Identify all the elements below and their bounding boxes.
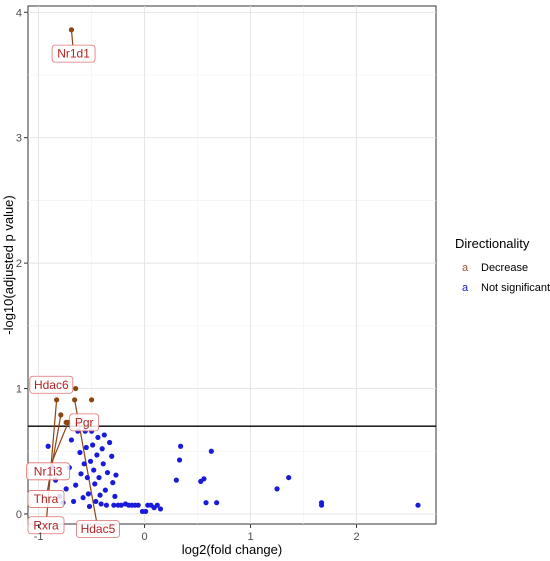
legend-label-0: Decrease — [481, 262, 528, 274]
y-tick-label-3: 3 — [16, 133, 22, 145]
point-not-significant-11 — [77, 449, 83, 456]
point-not-significant-29 — [97, 492, 103, 498]
point-not-significant-19 — [86, 503, 93, 510]
label-box-pgr — [69, 413, 100, 432]
point-not-significant-57 — [173, 477, 179, 483]
point-not-significant-61 — [201, 476, 207, 482]
x-tick-label-0: -1 — [34, 531, 44, 543]
plot-background — [27, 5, 437, 525]
point-not-significant-20 — [87, 458, 94, 464]
leader-line-nr1i3 — [51, 422, 69, 464]
point-not-significant-64 — [214, 500, 220, 506]
y-axis-ticks: 0 1 2 3 4 — [16, 7, 28, 521]
point-not-significant-37 — [107, 439, 113, 446]
point-decrease-7 — [58, 412, 64, 418]
point-not-significant-16 — [83, 444, 89, 451]
gene-labels: Nr1d1 Hdac6 Hdac5 Rxra Pgr Nr1i3 Thra — [26, 44, 120, 538]
legend-key-box-0 — [456, 258, 474, 275]
label-box-nr1i3 — [26, 462, 71, 481]
point-decrease-4 — [54, 397, 60, 403]
point-not-significant-55 — [154, 502, 160, 508]
point-not-significant-62 — [203, 500, 209, 506]
label-box-hdac5 — [76, 520, 120, 538]
point-not-significant-39 — [110, 480, 116, 486]
point-decrease-1 — [73, 385, 79, 392]
point-not-significant-23 — [91, 467, 97, 473]
point-not-significant-68 — [318, 500, 325, 506]
y-tick-label-0: 0 — [16, 509, 22, 521]
point-not-significant-69 — [415, 502, 421, 508]
gene-label-rxra: Rxra — [33, 518, 59, 532]
legend-title: Directionality — [455, 236, 530, 251]
point-not-significant-18 — [85, 491, 92, 497]
point-not-significant-40 — [111, 502, 117, 508]
y-tick-label-4: 4 — [16, 7, 22, 19]
gene-label-nr1i3: Nr1i3 — [34, 464, 63, 478]
point-not-significant-56 — [157, 506, 164, 512]
gene-label-nr1d1: Nr1d1 — [57, 47, 90, 61]
point-not-significant-24 — [92, 481, 98, 487]
point-not-significant-12 — [78, 471, 84, 477]
grid-lines — [28, 6, 436, 524]
data-points — [45, 27, 421, 515]
point-not-significant-5 — [63, 486, 69, 492]
label-box-hdac6 — [29, 375, 74, 394]
x-tick-label-2: 1 — [247, 531, 253, 543]
point-not-significant-51 — [143, 508, 149, 515]
x-tick-label-3: 2 — [353, 531, 359, 543]
label-box-rxra — [27, 516, 65, 535]
x-axis-title: log2(fold change) — [182, 542, 282, 557]
gene-label-hdac6: Hdac6 — [34, 378, 69, 392]
point-not-significant-66 — [286, 474, 292, 481]
point-not-significant-8 — [70, 498, 77, 505]
point-not-significant-63 — [208, 448, 214, 454]
point-not-significant-42 — [113, 472, 119, 478]
point-decrease-0 — [68, 27, 75, 33]
gene-label-thra: Thra — [34, 492, 59, 506]
point-not-significant-31 — [99, 446, 105, 452]
point-not-significant-7 — [68, 437, 75, 443]
point-not-significant-27 — [95, 434, 101, 441]
point-not-significant-30 — [98, 501, 104, 507]
point-not-significant-26 — [94, 452, 100, 458]
legend-key-glyph-0: a — [462, 262, 469, 274]
point-not-significant-38 — [109, 453, 115, 459]
point-not-significant-44 — [118, 502, 124, 508]
point-not-significant-65 — [274, 486, 280, 492]
gene-label-pgr: Pgr — [75, 415, 94, 429]
point-not-significant-33 — [101, 432, 107, 438]
point-not-significant-58 — [176, 457, 183, 463]
point-not-significant-0 — [45, 443, 51, 449]
label-box-nr1d1 — [51, 44, 96, 63]
point-not-significant-32 — [100, 461, 106, 467]
legend: Directionality a Decrease a Not significant — [455, 236, 550, 295]
legend-key-glyph-1: a — [462, 282, 469, 294]
point-not-significant-25 — [93, 498, 99, 505]
point-not-significant-35 — [103, 502, 110, 508]
point-not-significant-13 — [80, 495, 86, 501]
point-not-significant-28 — [96, 474, 102, 481]
y-tick-label-1: 1 — [16, 384, 22, 396]
point-not-significant-36 — [104, 469, 111, 476]
point-not-significant-59 — [178, 443, 184, 449]
point-not-significant-22 — [90, 442, 96, 448]
gene-label-hdac5: Hdac5 — [81, 522, 116, 536]
legend-label-1: Not significant — [481, 282, 550, 294]
x-tick-label-1: 0 — [142, 531, 148, 543]
point-decrease-2 — [88, 397, 95, 403]
point-not-significant-9 — [73, 482, 79, 488]
y-axis-title: -log10(adjusted p value) — [1, 195, 16, 334]
y-tick-label-2: 2 — [16, 258, 22, 270]
point-not-significant-34 — [102, 487, 108, 493]
legend-key-box-1 — [456, 278, 474, 295]
point-not-significant-49 — [135, 502, 141, 508]
point-decrease-3 — [72, 397, 78, 403]
point-not-significant-17 — [84, 474, 90, 481]
x-axis-ticks: -1 0 1 2 — [34, 524, 360, 543]
label-box-thra — [27, 490, 65, 508]
point-not-significant-14 — [81, 461, 87, 467]
point-not-significant-41 — [112, 493, 118, 500]
